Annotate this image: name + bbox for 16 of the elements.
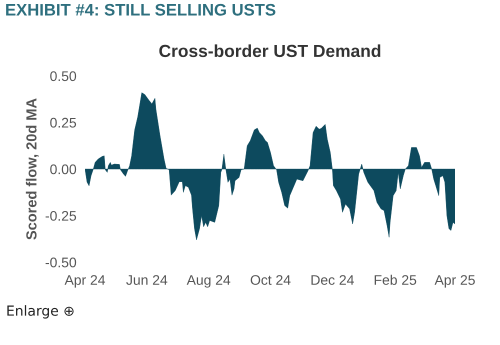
x-tick-label: Feb 25 [374,274,416,285]
x-tick-label: Apr 24 [64,275,106,288]
y-tick-label: 0.50 [50,71,76,82]
chart-subtitle: Cross-border UST Demand [159,44,380,58]
y-tick-label: -0.50 [46,258,76,268]
x-tick-label: Jun 24 [126,275,168,285]
x-tick-label: Aug 24 [186,275,230,288]
chart-title: EXHIBIT #4: STILL SELLING USTS [6,4,276,16]
y-tick-label: -0.25 [46,210,76,221]
x-tick-label: Oct 24 [250,275,291,285]
y-tick-label: 0.25 [50,118,76,128]
y-axis-title: Scored flow, 20d MA [26,98,39,240]
text: Enlarge ⊕ [7,305,74,319]
y-tick-label: 0.00 [50,164,76,174]
x-tick-label: Apr 25 [434,275,475,288]
x-tick-label: Dec 24 [311,275,354,285]
